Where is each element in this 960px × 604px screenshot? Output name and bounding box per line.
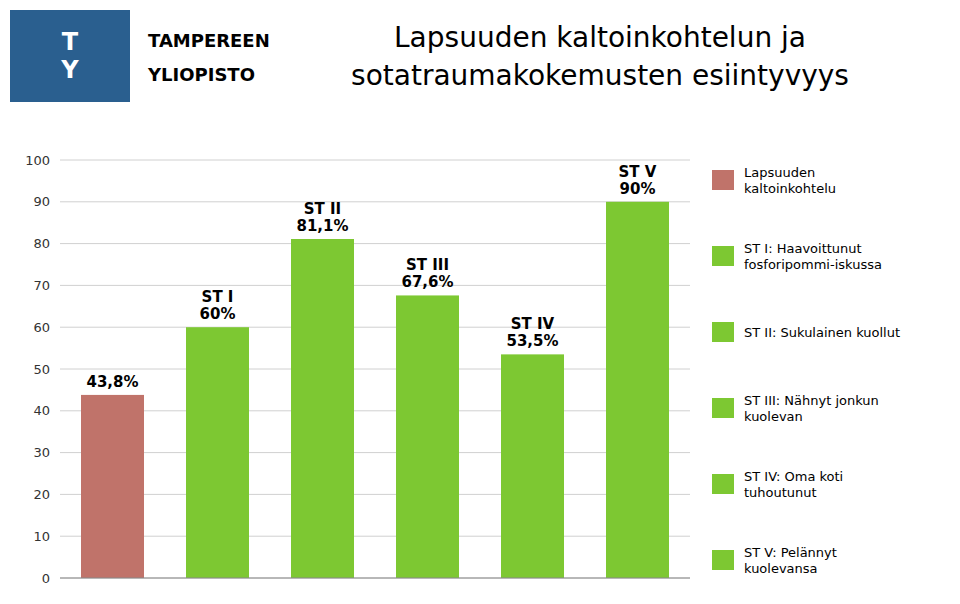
bar: [291, 239, 354, 578]
legend-label: ST IV: Oma kotituhoutunut: [744, 469, 843, 500]
tick-label: 30: [33, 445, 50, 460]
legend-item: ST IV: Oma kotituhoutunut: [712, 469, 843, 500]
bar: [501, 354, 564, 578]
data-label: 43,8%: [86, 373, 138, 391]
legend-item: ST V: Pelännytkuolevansa: [712, 545, 837, 576]
legend-label: Lapsuudenkaltoinkohtelu: [744, 165, 836, 196]
data-label: ST V90%: [619, 163, 657, 198]
bar: [396, 295, 459, 578]
tick-label: 50: [33, 362, 50, 377]
grid-line: [60, 285, 690, 286]
bar: [81, 395, 144, 578]
grid-line: [60, 494, 690, 495]
data-label: ST I60%: [200, 288, 236, 323]
tick-label: 40: [33, 403, 50, 418]
legend-label: ST II: Sukulainen kuollut: [744, 325, 900, 340]
chart: TY TAMPEREEN YLIOPISTO Lapsuuden kaltoinkoh…: [0, 0, 960, 604]
legend-label: ST V: Pelännytkuolevansa: [744, 545, 837, 576]
logo-name: TAMPEREEN: [148, 30, 270, 51]
logo-name: YLIOPISTO: [147, 64, 255, 85]
logo-box: [10, 10, 130, 102]
title: Lapsuuden kaltoinkohtelun jasotatraumako…: [351, 21, 849, 92]
tick-label: 90: [33, 194, 50, 209]
legend-label: ST I: Haavoittunutfosforipommi-iskussa: [744, 241, 882, 272]
bars: [81, 202, 669, 578]
header: TY TAMPEREEN YLIOPISTO Lapsuuden kaltoinkoh…: [10, 10, 849, 102]
tick-label: 20: [33, 487, 50, 502]
legend-swatch: [712, 398, 734, 418]
data-label: ST III67,6%: [401, 256, 453, 291]
legend-swatch: [712, 550, 734, 570]
legend-item: ST III: Nähnyt jonkunkuolevan: [712, 393, 879, 424]
legend-label: ST III: Nähnyt jonkunkuolevan: [744, 393, 879, 424]
legend-swatch: [712, 246, 734, 266]
background: [0, 0, 960, 604]
grid-line: [60, 160, 690, 161]
legend-swatch: [712, 322, 734, 342]
tick-label: 10: [33, 529, 50, 544]
chart-container: TY TAMPEREEN YLIOPISTO Lapsuuden kaltoinkoh…: [0, 0, 960, 604]
legend-item: Lapsuudenkaltoinkohtelu: [712, 165, 836, 196]
grid-line: [60, 243, 690, 244]
tick-label: 0: [42, 571, 50, 586]
legend-swatch: [712, 170, 734, 190]
grid-line: [60, 201, 690, 202]
grid-line: [60, 452, 690, 453]
grid-line: [60, 327, 690, 328]
y-axis: 0 10 20 30 40 50 60 70 80 90 100: [25, 153, 690, 586]
grid-line: [60, 410, 690, 411]
x-axis-line: [60, 578, 690, 579]
bar: [186, 327, 249, 578]
grid-line: [60, 536, 690, 537]
tick-label: 70: [33, 278, 50, 293]
data-labels: 43,8% ST I60% ST II81,1% ST III67,6% ST IV53…: [86, 163, 656, 391]
legend-item: ST II: Sukulainen kuollut: [712, 322, 900, 342]
legend: Lapsuudenkaltoinkohtelu ST I: Haavoittunu…: [712, 165, 900, 576]
bar: [606, 202, 669, 578]
tick-label: 80: [33, 236, 50, 251]
legend-swatch: [712, 474, 734, 494]
legend-item: ST I: Haavoittunutfosforipommi-iskussa: [712, 241, 882, 272]
data-label: ST IV53,5%: [506, 315, 558, 350]
tick-label: 60: [33, 320, 50, 335]
data-label: ST II81,1%: [296, 200, 348, 235]
grid-line: [60, 369, 690, 370]
tick-label: 100: [25, 153, 50, 168]
grid-line: [60, 578, 690, 579]
logo-text: TY: [60, 28, 79, 84]
